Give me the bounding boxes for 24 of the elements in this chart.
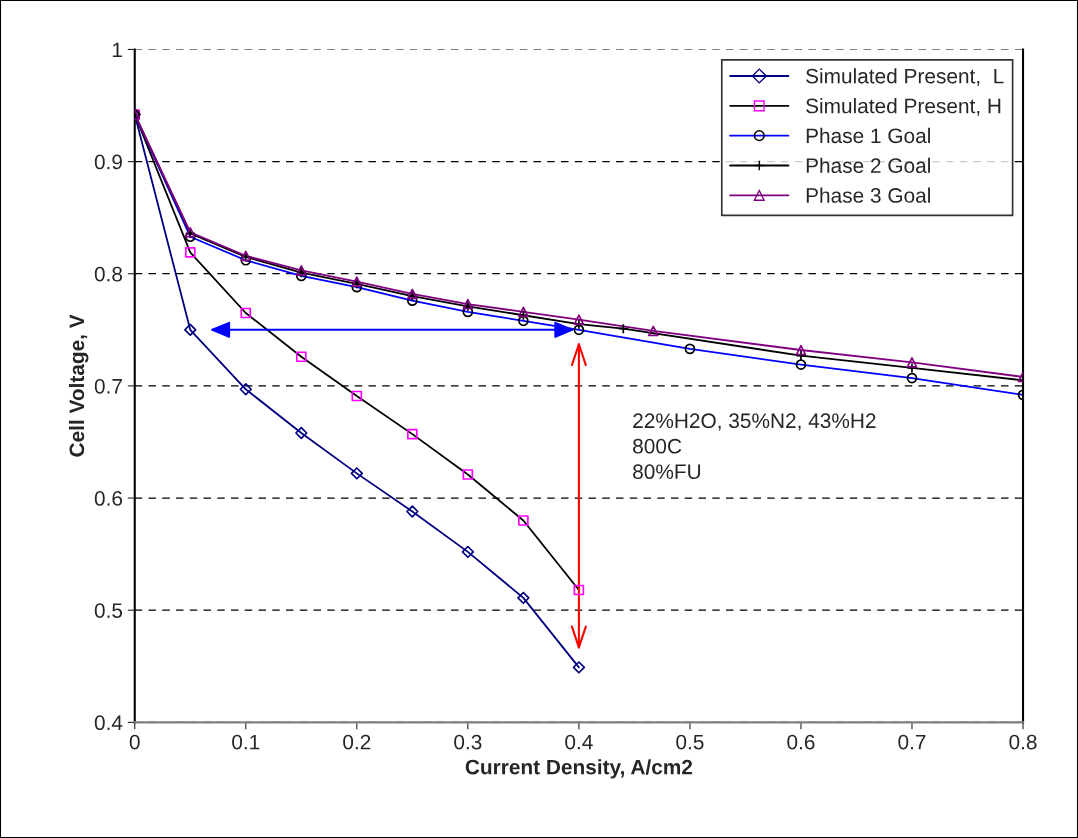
legend-label: Phase 2 Goal [806,157,930,174]
x-tick-label: 0.2 [343,734,371,750]
legend-label: Simulated Present, L [806,68,1004,86]
x-tick-label: 0.5 [676,734,704,750]
legend-label: Phase 1 Goal [806,127,930,144]
x-tick-label: 0.8 [1009,734,1037,750]
y-tick-label: 0.6 [94,491,123,506]
y-tick-label: 0.9 [94,154,122,170]
x-tick-label: 0.1 [232,734,260,750]
x-tick-label: 0 [129,734,140,750]
y-tick-label: 0.5 [94,603,123,618]
y-tick-label: 0.4 [94,715,123,731]
x-axis-title: Current Density, A/cm2 [465,759,693,779]
x-tick-label: 0.3 [454,734,482,750]
y-tick-label: 0.8 [94,266,123,282]
x-tick-label: 0.4 [565,734,593,750]
legend-label: Simulated Present, H [806,98,1001,116]
x-tick-label: 0.6 [787,734,815,750]
y-tick-label: 1 [112,42,122,57]
annotation: 22%H2O, 35%N2, 43%H2 800C 80%FU [633,413,876,480]
y-axis-title: Cell Voltage, V [68,314,89,457]
x-tick-label: 0.7 [898,734,926,750]
y-tick-label: 0.7 [94,378,122,394]
legend-label: Phase 3 Goal [806,187,930,203]
